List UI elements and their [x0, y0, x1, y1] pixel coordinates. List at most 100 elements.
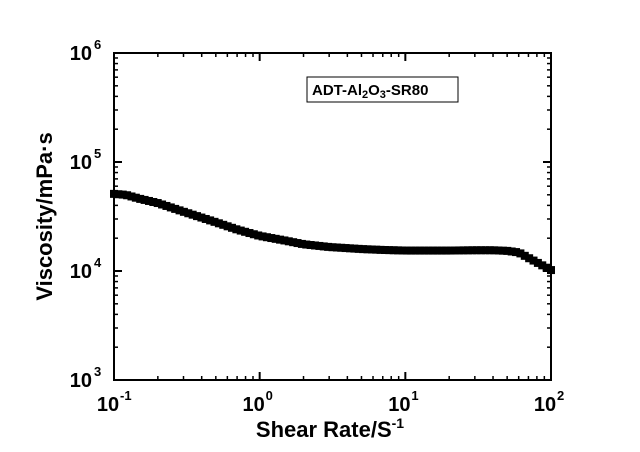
plot-frame [113, 52, 552, 381]
data-point [542, 263, 551, 272]
data-point [529, 256, 538, 265]
data-point [463, 246, 472, 255]
data-point [271, 234, 280, 243]
data-point [144, 196, 153, 205]
data-point [341, 244, 350, 253]
data-point [118, 190, 127, 199]
data-point [158, 200, 167, 209]
data-point [481, 246, 490, 255]
data-point [197, 213, 206, 222]
data-point [420, 246, 429, 255]
data-point [385, 246, 394, 255]
data-point [153, 199, 162, 208]
data-point [345, 244, 354, 253]
data-point [140, 195, 149, 204]
data-point [127, 192, 136, 201]
legend-box [306, 76, 459, 103]
data-point [376, 245, 385, 254]
data-point [485, 246, 494, 255]
data-point [446, 246, 455, 255]
data-point [114, 190, 123, 199]
y-tick-label: 10 [70, 152, 92, 174]
data-point [525, 254, 534, 263]
legend: ADT-Al2O3-SR80 [306, 76, 459, 103]
data-point [516, 249, 525, 258]
y-tick-label: 10 [70, 370, 92, 392]
data-point [429, 246, 438, 255]
data-point [411, 246, 420, 255]
data-point [302, 240, 311, 249]
data-point [389, 246, 398, 255]
data-point [350, 244, 359, 253]
data-point [293, 239, 302, 248]
x-tick-label: 10 [97, 394, 119, 416]
x-tick-label: 10 [534, 394, 556, 416]
data-point [380, 246, 389, 255]
data-point [214, 219, 223, 228]
data-point [306, 241, 315, 250]
data-point [468, 246, 477, 255]
x-axis-ticks: 10 -1 10 0 10 1 10 2 [97, 53, 564, 416]
data-point [188, 210, 197, 219]
legend-part: O [368, 82, 380, 99]
data-point [219, 220, 228, 229]
data-point [245, 229, 254, 238]
data-point [354, 244, 363, 253]
data-point [149, 197, 158, 206]
x-tick-label: 10 [243, 394, 265, 416]
data-point [498, 246, 507, 255]
x-tick-exponent: 0 [266, 388, 273, 403]
data-point [433, 246, 442, 255]
legend-part: ADT-Al [312, 82, 362, 99]
data-point [459, 246, 468, 255]
y-tick-exponent: 3 [94, 364, 101, 379]
data-point [442, 246, 451, 255]
data-point [280, 236, 289, 245]
data-point [289, 238, 298, 247]
data-point [372, 245, 381, 254]
data-point [512, 248, 521, 257]
data-point [254, 231, 263, 240]
data-point [328, 243, 337, 252]
data-point [136, 194, 145, 203]
data-point [494, 246, 503, 255]
x-tick-exponent: 2 [557, 388, 564, 403]
x-axis-label-main: Shear Rate/S [256, 417, 392, 442]
data-point [407, 246, 416, 255]
data-point [201, 214, 210, 223]
data-point [359, 245, 368, 254]
data-point [415, 246, 424, 255]
data-point [394, 246, 403, 255]
y-tick-exponent: 6 [94, 37, 101, 52]
y-tick-exponent: 5 [94, 146, 101, 161]
data-point [490, 246, 499, 255]
data-point [503, 246, 512, 255]
data-point [424, 246, 433, 255]
data-point [315, 241, 324, 250]
data-point [363, 245, 372, 254]
y-tick-label: 10 [70, 43, 92, 65]
x-tick-exponent: -1 [120, 388, 132, 403]
legend-part: 2 [362, 89, 368, 101]
data-point [267, 234, 276, 243]
y-axis-label: Viscosity/mPa·s [32, 132, 57, 300]
data-point [533, 258, 542, 267]
data-point [258, 232, 267, 241]
data-point [507, 247, 516, 256]
data-point [184, 209, 193, 218]
data-point [210, 217, 219, 226]
data-point [166, 203, 175, 212]
legend-part: 3 [380, 89, 386, 101]
y-tick-label: 10 [70, 261, 92, 283]
data-point [284, 237, 293, 246]
data-point [249, 230, 258, 239]
data-point [402, 246, 411, 255]
data-point [324, 242, 333, 251]
legend-label: ADT-Al2O3-SR80 [312, 82, 428, 101]
data-point [319, 242, 328, 251]
data-point [236, 226, 245, 235]
data-point [179, 207, 188, 216]
legend-part: -SR80 [386, 82, 429, 99]
data-point [472, 246, 481, 255]
